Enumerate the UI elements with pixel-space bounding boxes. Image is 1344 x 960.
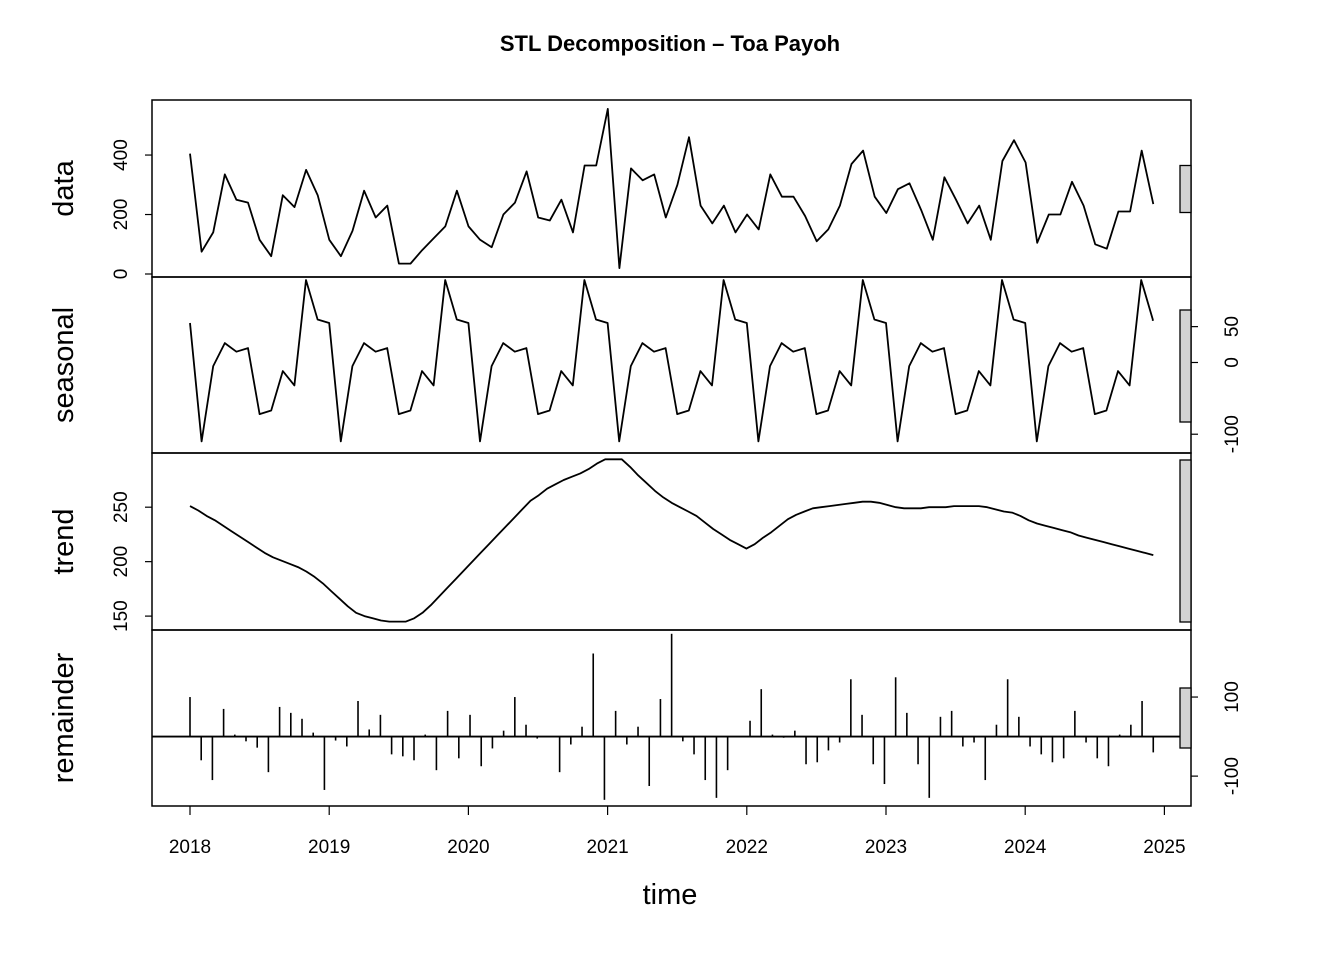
panel-remainder-ytick-label: 100 bbox=[1222, 681, 1243, 713]
panel-data-scale-bar bbox=[1179, 164, 1192, 214]
x-tick-label: 2022 bbox=[726, 837, 768, 858]
panel-data-ytick-label: 200 bbox=[111, 199, 132, 231]
panel-seasonal-ytick-label: -100 bbox=[1222, 415, 1243, 453]
panel-seasonal-line bbox=[189, 279, 1154, 443]
panel-data-label: data bbox=[48, 159, 80, 216]
x-axis-title: time bbox=[643, 879, 698, 911]
panel-remainder-ytick-label: -100 bbox=[1222, 757, 1243, 795]
x-tick-label: 2020 bbox=[447, 837, 489, 858]
panel-trend-ytick-label: 150 bbox=[111, 600, 132, 632]
panel-seasonal-ytick-label: 0 bbox=[1222, 357, 1243, 368]
panels-layer: data 0 200 400 seasonal -100 0 50 trend 150 200 250… bbox=[48, 99, 1243, 807]
panel-remainder: remainder -100 100 bbox=[48, 629, 1243, 807]
x-tick-label: 2024 bbox=[1004, 837, 1047, 858]
panel-remainder-label: remainder bbox=[48, 652, 80, 783]
panel-trend: trend 150 200 250 bbox=[48, 452, 1192, 632]
panel-trend-scale-bar bbox=[1179, 459, 1192, 623]
panel-trend-label: trend bbox=[48, 508, 80, 574]
panel-data: data 0 200 400 bbox=[48, 99, 1192, 280]
x-tick-label: 2021 bbox=[586, 837, 628, 858]
panel-data-ytick-label: 0 bbox=[111, 269, 132, 280]
panel-trend-line bbox=[189, 458, 1154, 623]
panel-trend-ytick-label: 250 bbox=[111, 491, 132, 523]
x-axis: 2018 2019 2020 2021 2022 2023 2024 2025 bbox=[169, 806, 1186, 858]
panel-seasonal-ytick-label: 50 bbox=[1222, 316, 1243, 337]
panel-data-frame bbox=[151, 99, 1192, 278]
panel-remainder-scale-bar bbox=[1179, 687, 1192, 749]
x-tick-label: 2023 bbox=[865, 837, 907, 858]
panel-data-line bbox=[189, 108, 1155, 270]
panel-seasonal: seasonal -100 0 50 bbox=[48, 276, 1243, 454]
x-tick-label: 2019 bbox=[308, 837, 350, 858]
x-tick-label: 2018 bbox=[169, 837, 211, 858]
panel-trend-ytick-label: 200 bbox=[111, 546, 132, 578]
panel-data-ytick-label: 400 bbox=[111, 139, 132, 171]
panel-seasonal-scale-bar bbox=[1179, 309, 1192, 423]
x-tick-label: 2025 bbox=[1143, 837, 1185, 858]
chart-title: STL Decomposition – Toa Payoh bbox=[500, 31, 840, 56]
panel-trend-frame bbox=[151, 452, 1192, 631]
panel-seasonal-label: seasonal bbox=[48, 307, 80, 423]
